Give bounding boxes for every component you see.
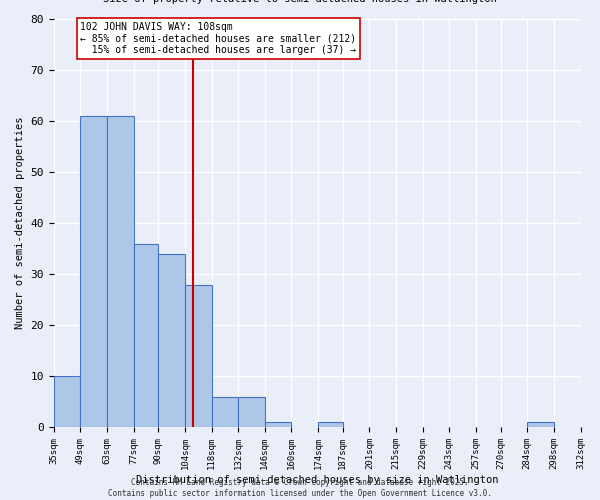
Bar [238,397,265,428]
Text: Contains HM Land Registry data © Crown copyright and database right 2025.
Contai: Contains HM Land Registry data © Crown c… [108,478,492,498]
Bar [134,244,158,428]
Bar [527,422,554,428]
Y-axis label: Number of semi-detached properties: Number of semi-detached properties [15,117,25,330]
Bar [265,422,292,428]
Bar [318,422,343,428]
Bar [54,376,80,428]
Bar [212,397,238,428]
Bar [158,254,185,428]
Text: Size of property relative to semi-detached houses in Watlington: Size of property relative to semi-detach… [103,0,497,4]
Bar [107,116,134,428]
Bar [80,116,107,428]
Text: 102 JOHN DAVIS WAY: 108sqm
← 85% of semi-detached houses are smaller (212)
  15%: 102 JOHN DAVIS WAY: 108sqm ← 85% of semi… [80,22,356,55]
Bar [185,284,212,428]
X-axis label: Distribution of semi-detached houses by size in Watlington: Distribution of semi-detached houses by … [136,475,499,485]
